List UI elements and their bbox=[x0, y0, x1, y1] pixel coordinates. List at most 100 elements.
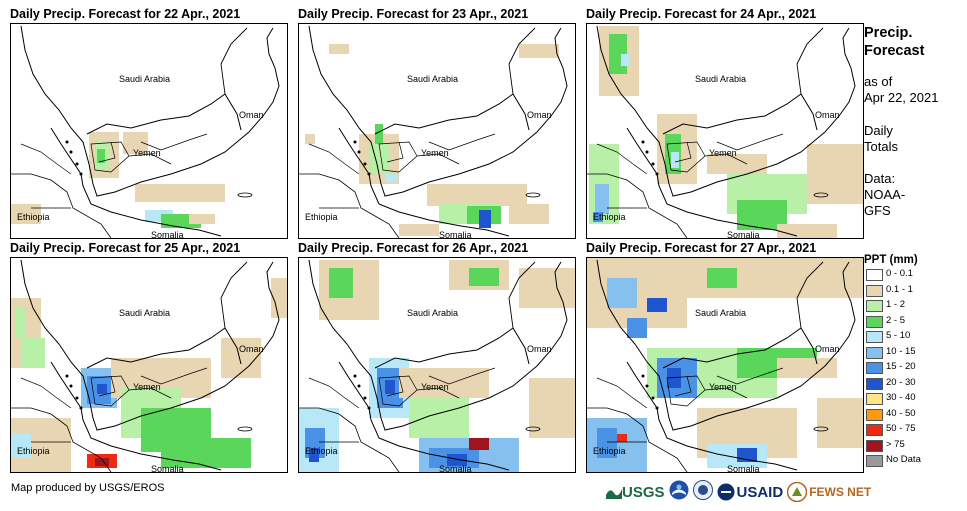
precip-cell bbox=[11, 204, 41, 224]
legend-swatch bbox=[866, 300, 883, 312]
precip-cell bbox=[97, 149, 105, 163]
precip-cell bbox=[817, 398, 863, 448]
as-of-label: as of bbox=[864, 74, 893, 89]
precip-cell bbox=[607, 278, 637, 308]
legend-swatch bbox=[866, 408, 883, 421]
socotra-island bbox=[525, 192, 541, 198]
island-marker bbox=[65, 374, 69, 378]
forecast-map: Saudi Arabia Oman Yemen Ethiopia Somalia bbox=[586, 23, 864, 239]
precip-cell bbox=[479, 210, 491, 228]
country-borders bbox=[11, 25, 280, 238]
label-ethiopia: Ethiopia bbox=[17, 446, 50, 456]
map-svg: Saudi Arabia Oman Yemen Ethiopia Somalia bbox=[11, 259, 287, 472]
legend-swatch bbox=[866, 331, 883, 343]
precip-cell bbox=[777, 358, 837, 378]
island-marker bbox=[651, 162, 655, 166]
island-marker bbox=[645, 150, 649, 154]
as-of-date: Apr 22, 2021 bbox=[864, 90, 939, 105]
precip-cell bbox=[647, 298, 667, 312]
island-marker bbox=[367, 172, 371, 176]
forecast-map: Saudi Arabia Oman Yemen Ethiopia Somalia bbox=[586, 257, 864, 473]
country-borders bbox=[587, 259, 856, 472]
daily-label: Daily bbox=[864, 123, 893, 138]
label-yemen: Yemen bbox=[709, 382, 737, 392]
label-ethiopia: Ethiopia bbox=[305, 212, 338, 222]
label-saudi-arabia: Saudi Arabia bbox=[407, 308, 458, 318]
precip-layer bbox=[589, 26, 863, 238]
legend-label: 5 - 10 bbox=[886, 330, 911, 341]
island-marker bbox=[79, 406, 83, 410]
label-somalia: Somalia bbox=[727, 464, 760, 472]
data-source-line1: NOAA- bbox=[864, 187, 906, 202]
legend-swatch bbox=[866, 424, 883, 436]
product-title-line1: Precip. bbox=[864, 25, 913, 41]
precip-cell bbox=[469, 268, 499, 286]
precip-cell bbox=[593, 212, 603, 222]
panel-title: Daily Precip. Forecast for 23 Apr., 2021 bbox=[298, 7, 529, 21]
label-oman: Oman bbox=[239, 344, 264, 354]
map-svg: Saudi Arabia Oman Yemen Ethiopia Somalia bbox=[11, 25, 280, 238]
socotra-island bbox=[813, 192, 829, 198]
logo-strip: USGS USAID FEWS NET bbox=[606, 478, 871, 506]
precip-cell bbox=[595, 184, 609, 214]
precip-cell bbox=[95, 458, 109, 466]
island-marker bbox=[357, 384, 361, 388]
usaid-logo: USAID bbox=[717, 483, 783, 501]
fews-net-wordmark: FEWS NET bbox=[809, 485, 872, 499]
label-oman: Oman bbox=[527, 344, 552, 354]
legend-swatch bbox=[866, 439, 883, 452]
forecast-map: Saudi Arabia Oman Yemen Ethiopia Somalia bbox=[298, 23, 576, 239]
legend-label: 50 - 75 bbox=[886, 423, 916, 434]
precip-cell bbox=[309, 448, 319, 462]
forecast-map: Saudi Arabia Oman Yemen Ethiopia Somalia bbox=[10, 257, 288, 473]
legend-label: 40 - 50 bbox=[886, 407, 916, 419]
label-oman: Oman bbox=[239, 110, 264, 120]
socotra-island bbox=[525, 426, 541, 432]
legend-swatch bbox=[866, 315, 883, 328]
island-marker bbox=[655, 172, 659, 176]
legend-swatch bbox=[866, 455, 883, 467]
label-oman: Oman bbox=[815, 344, 840, 354]
legend-label: 20 - 30 bbox=[886, 376, 916, 388]
precip-cell bbox=[509, 204, 549, 224]
label-somalia: Somalia bbox=[151, 464, 184, 472]
legend-label: 0.1 - 1 bbox=[886, 283, 913, 295]
precip-cell bbox=[671, 152, 679, 168]
precip-cell bbox=[123, 132, 148, 154]
precip-cell bbox=[329, 44, 349, 54]
legend-label: 2 - 5 bbox=[886, 314, 906, 326]
island-marker bbox=[651, 396, 655, 400]
precip-cell bbox=[617, 434, 627, 442]
precip-cell bbox=[11, 434, 31, 458]
island-marker bbox=[641, 374, 645, 378]
island-marker bbox=[363, 396, 367, 400]
data-label: Data: bbox=[864, 171, 896, 186]
panel-title: Daily Precip. Forecast for 24 Apr., 2021 bbox=[586, 7, 817, 21]
legend-label: 1 - 2 bbox=[886, 299, 906, 310]
legend-title: PPT (mm) bbox=[864, 254, 918, 266]
country-borders bbox=[299, 25, 568, 238]
label-ethiopia: Ethiopia bbox=[593, 212, 626, 222]
panel-title: Daily Precip. Forecast for 22 Apr., 2021 bbox=[10, 7, 241, 21]
map-svg: Saudi Arabia Oman Yemen Ethiopia Somalia bbox=[299, 259, 575, 472]
precip-cell bbox=[427, 184, 527, 206]
legend-swatch bbox=[866, 346, 883, 359]
label-ethiopia: Ethiopia bbox=[305, 446, 338, 456]
credit-text: Map produced by USGS/EROS bbox=[11, 482, 165, 494]
island-marker bbox=[655, 406, 659, 410]
country-borders bbox=[11, 259, 280, 472]
label-ethiopia: Ethiopia bbox=[17, 212, 50, 222]
label-saudi-arabia: Saudi Arabia bbox=[119, 308, 170, 318]
label-yemen: Yemen bbox=[133, 148, 161, 158]
precip-cell bbox=[807, 144, 863, 204]
label-somalia: Somalia bbox=[439, 230, 472, 238]
legend-label: > 75 bbox=[886, 438, 905, 450]
island-marker bbox=[79, 172, 83, 176]
precip-cell bbox=[519, 44, 559, 58]
island-marker bbox=[65, 140, 69, 144]
nasa-seal-icon bbox=[692, 479, 713, 505]
label-oman: Oman bbox=[815, 110, 840, 120]
label-oman: Oman bbox=[527, 110, 552, 120]
label-yemen: Yemen bbox=[421, 148, 449, 158]
legend-swatch bbox=[866, 377, 883, 390]
